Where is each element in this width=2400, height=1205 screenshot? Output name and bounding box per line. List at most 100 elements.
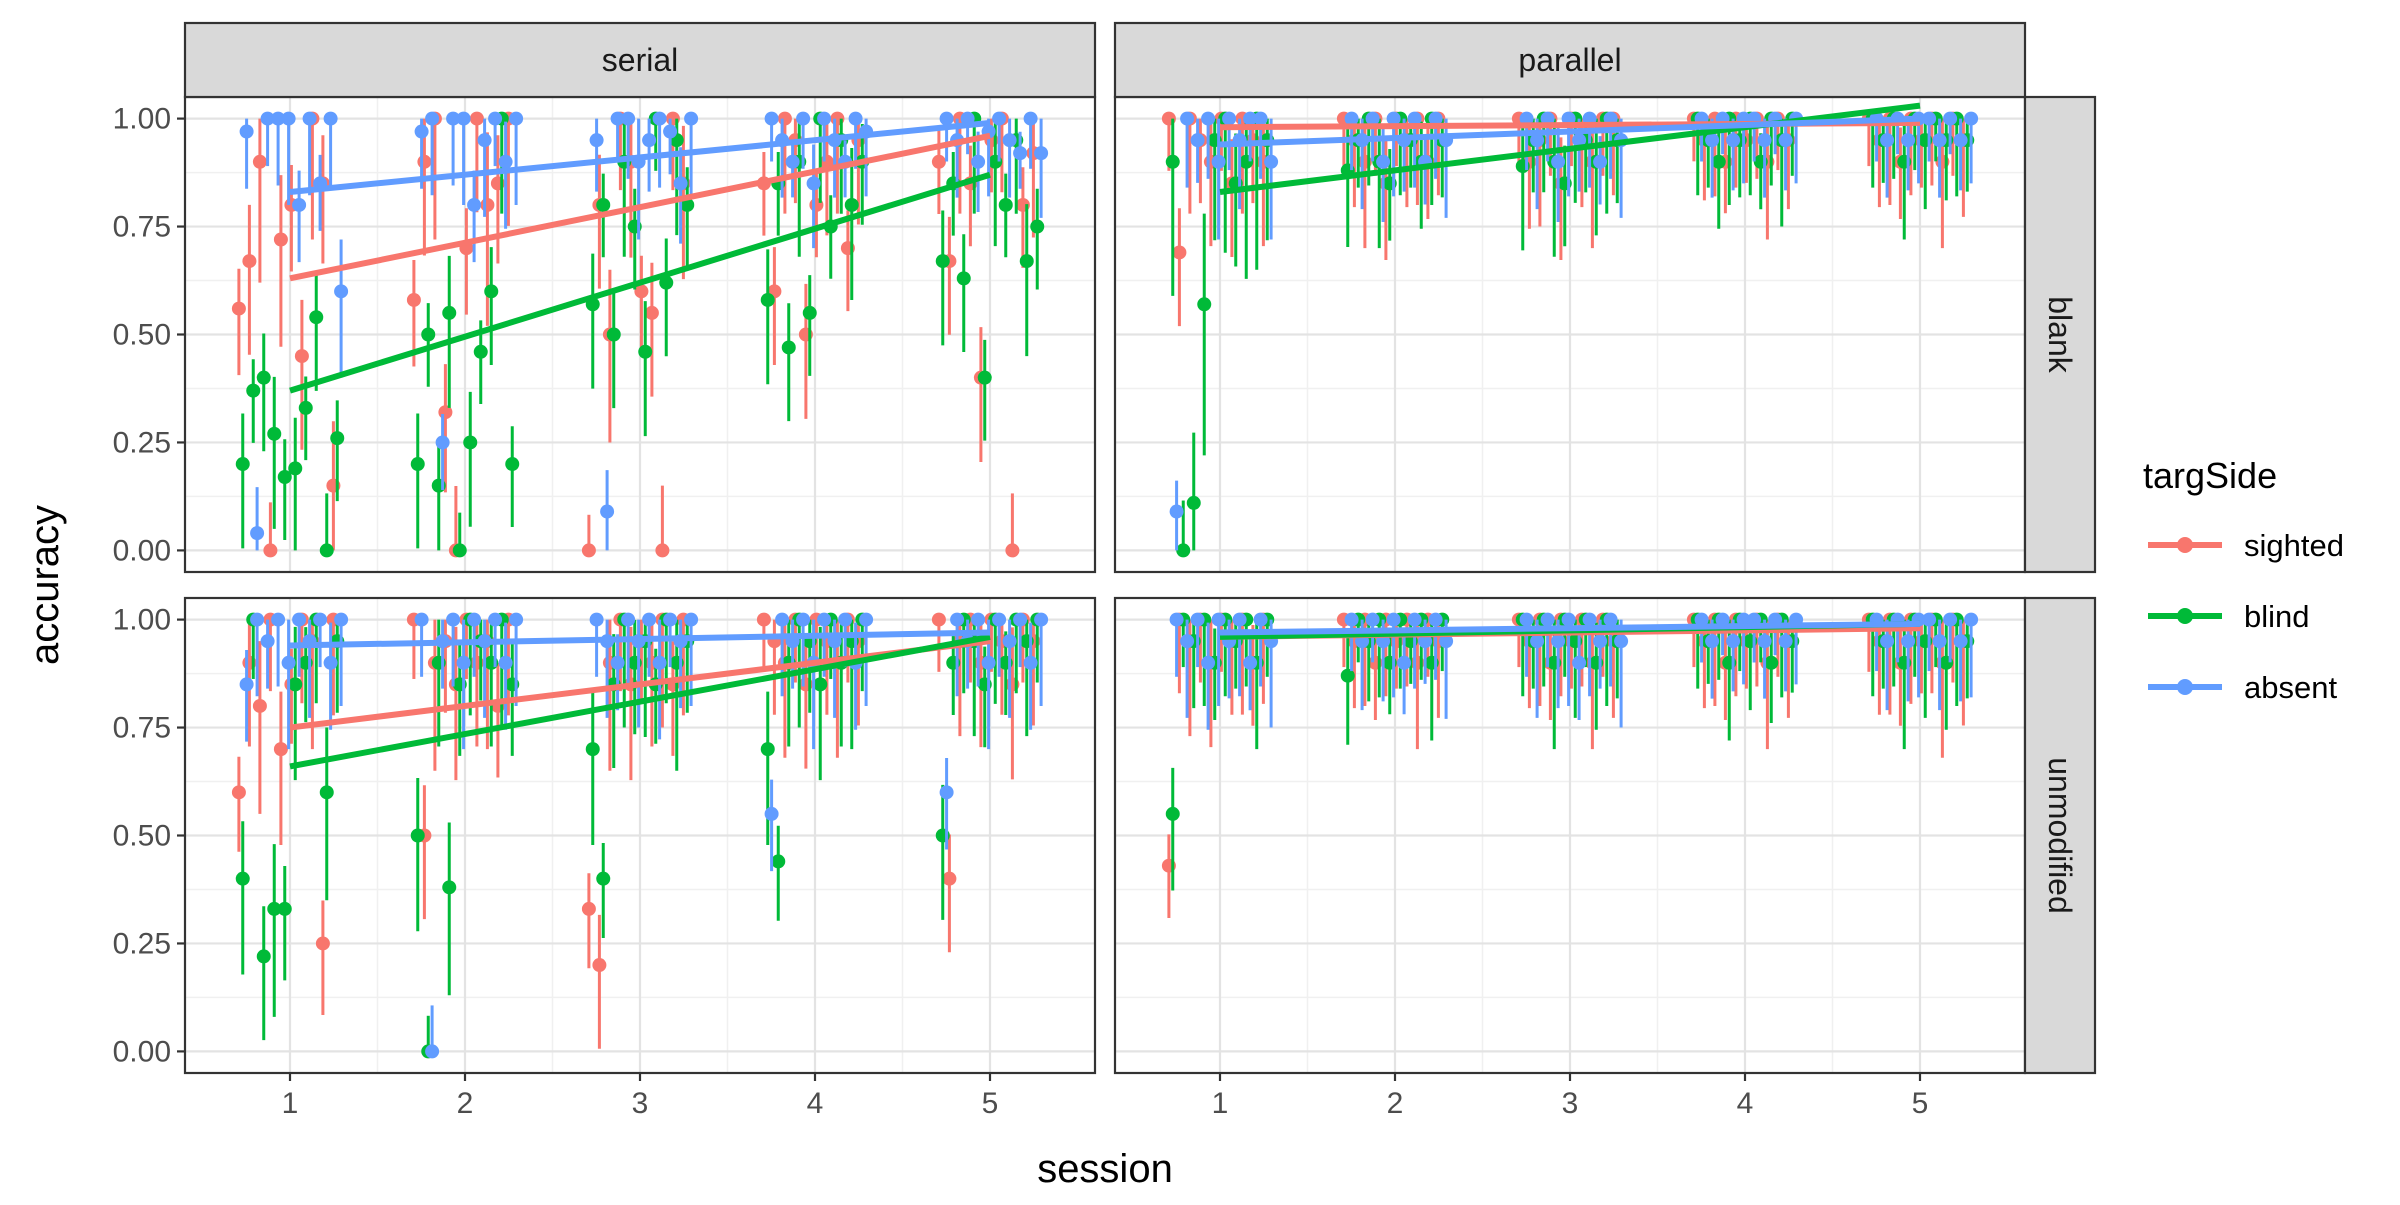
- data-point-absent: [1778, 133, 1793, 148]
- data-point-sighted: [231, 785, 246, 800]
- data-point-absent: [1572, 133, 1587, 148]
- legend-label-sighted: sighted: [2244, 528, 2344, 563]
- data-point-blind: [781, 340, 796, 355]
- data-point-absent: [1705, 133, 1720, 148]
- data-point-absent: [1726, 634, 1741, 649]
- data-point-absent: [992, 612, 1007, 627]
- data-point-absent: [1880, 133, 1895, 148]
- data-point-blind: [1019, 254, 1034, 269]
- data-point-absent: [425, 1044, 440, 1059]
- data-point-blind: [410, 828, 425, 843]
- data-point-absent: [1201, 655, 1216, 670]
- y-tick-label: 0.75: [113, 211, 171, 244]
- data-point-absent: [589, 612, 604, 627]
- data-point-absent: [600, 504, 615, 519]
- data-point-absent: [1034, 146, 1049, 161]
- data-point-blind: [277, 901, 292, 916]
- x-tick-label: 3: [1562, 1087, 1579, 1120]
- data-point-absent: [1519, 612, 1534, 627]
- data-point-blind: [1197, 297, 1212, 312]
- data-point-absent: [1253, 111, 1268, 126]
- data-point-sighted: [756, 612, 771, 627]
- data-point-absent: [456, 111, 471, 126]
- x-tick-label: 1: [282, 1087, 299, 1120]
- data-point-sighted: [655, 543, 670, 558]
- data-point-absent: [1169, 504, 1184, 519]
- data-point-blind: [1340, 668, 1355, 683]
- data-point-blind: [267, 901, 282, 916]
- data-point-sighted: [931, 612, 946, 627]
- data-point-blind: [638, 344, 653, 359]
- y-tick-label: 0.25: [113, 426, 171, 459]
- data-point-blind: [267, 426, 282, 441]
- data-point-absent: [1201, 111, 1216, 126]
- data-point-absent: [817, 111, 832, 126]
- data-point-absent: [1540, 612, 1555, 627]
- x-tick-label: 2: [457, 1087, 474, 1120]
- strip-label-unmodified: unmodified: [2042, 757, 2078, 914]
- data-point-blind: [844, 197, 859, 212]
- y-tick-label: 0.50: [113, 319, 171, 352]
- data-point-blind: [585, 742, 600, 757]
- legend-key-point-sighted: [2177, 537, 2193, 553]
- data-point-absent: [1264, 154, 1279, 169]
- data-point-sighted: [644, 305, 659, 320]
- data-point-absent: [1232, 612, 1247, 627]
- data-point-sighted: [1172, 245, 1187, 260]
- data-point-blind: [288, 461, 303, 476]
- data-point-absent: [239, 124, 254, 139]
- x-tick-label: 5: [982, 1087, 999, 1120]
- data-point-absent: [1953, 634, 1968, 649]
- data-point-absent: [775, 612, 790, 627]
- data-point-absent: [1530, 133, 1545, 148]
- data-point-absent: [414, 612, 429, 627]
- data-point-blind: [410, 457, 425, 472]
- data-point-blind: [1711, 154, 1726, 169]
- data-point-absent: [838, 612, 853, 627]
- data-point-blind: [330, 431, 345, 446]
- data-point-blind: [319, 785, 334, 800]
- data-point-blind: [659, 275, 674, 290]
- fit-line-sighted: [289, 132, 991, 282]
- fit-line-blind: [289, 633, 991, 770]
- data-point-absent: [939, 785, 954, 800]
- data-point-sighted: [406, 292, 421, 307]
- data-point-blind: [505, 457, 520, 472]
- data-point-absent: [621, 111, 636, 126]
- data-point-absent: [250, 526, 265, 541]
- data-point-absent: [1964, 612, 1979, 627]
- data-point-absent: [610, 655, 625, 670]
- data-point-absent: [1614, 634, 1629, 649]
- fit-line-blind: [289, 171, 991, 394]
- data-point-sighted: [777, 111, 792, 126]
- data-point-blind: [421, 327, 436, 342]
- data-point-absent: [1694, 612, 1709, 627]
- data-point-absent: [642, 133, 657, 148]
- data-point-absent: [684, 612, 699, 627]
- data-point-absent: [1439, 634, 1454, 649]
- y-tick-label: 1.00: [113, 103, 171, 136]
- data-point-absent: [796, 612, 811, 627]
- data-point-absent: [663, 612, 678, 627]
- data-point-absent: [1551, 634, 1566, 649]
- data-point-absent: [456, 655, 471, 670]
- data-point-sighted: [592, 958, 607, 973]
- data-point-absent: [1593, 154, 1608, 169]
- data-point-absent: [1386, 111, 1401, 126]
- data-point-blind: [442, 305, 457, 320]
- x-tick-label: 3: [632, 1087, 649, 1120]
- data-point-blind: [1186, 495, 1201, 510]
- data-point-absent: [1180, 634, 1195, 649]
- data-point-absent: [509, 111, 524, 126]
- data-point-absent: [684, 111, 699, 126]
- data-point-absent: [1190, 612, 1205, 627]
- data-point-absent: [414, 124, 429, 139]
- data-point-absent: [1880, 634, 1895, 649]
- strip-background-unmodified: [2023, 596, 2097, 1075]
- data-point-absent: [1386, 612, 1401, 627]
- data-point-blind: [442, 880, 457, 895]
- data-point-sighted: [252, 698, 267, 713]
- data-point-absent: [477, 133, 492, 148]
- data-point-absent: [663, 124, 678, 139]
